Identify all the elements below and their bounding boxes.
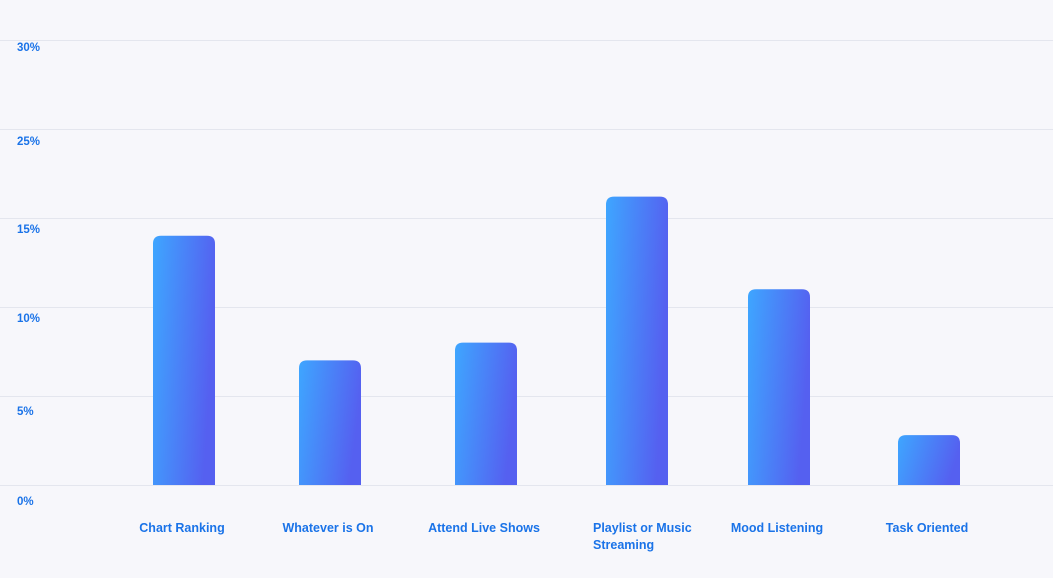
x-category-label: Chart Ranking — [139, 521, 224, 535]
y-tick-label: 5% — [17, 406, 34, 418]
bar — [455, 342, 517, 485]
y-tick-label: 15% — [17, 224, 40, 236]
x-category-label: Mood Listening — [731, 521, 823, 535]
bars — [153, 196, 960, 485]
y-tick-label: 10% — [17, 313, 40, 325]
x-category-label: Playlist or Music Streaming — [593, 521, 692, 552]
bar — [153, 235, 215, 485]
bar — [748, 289, 810, 485]
x-axis-category-labels: Chart Ranking Whatever is On Attend Live S… — [139, 521, 968, 552]
bar — [606, 196, 668, 485]
y-axis-tick-labels: 0% 5% 10% 15% 25% 30% — [17, 42, 40, 508]
y-tick-label: 30% — [17, 42, 40, 54]
x-category-label: Whatever is On — [283, 521, 374, 535]
bar — [898, 435, 960, 485]
y-tick-label: 0% — [17, 496, 34, 508]
x-category-label: Task Oriented — [886, 521, 968, 535]
x-category-label: Attend Live Shows — [428, 521, 540, 535]
bar — [299, 360, 361, 485]
y-tick-label: 25% — [17, 136, 40, 148]
